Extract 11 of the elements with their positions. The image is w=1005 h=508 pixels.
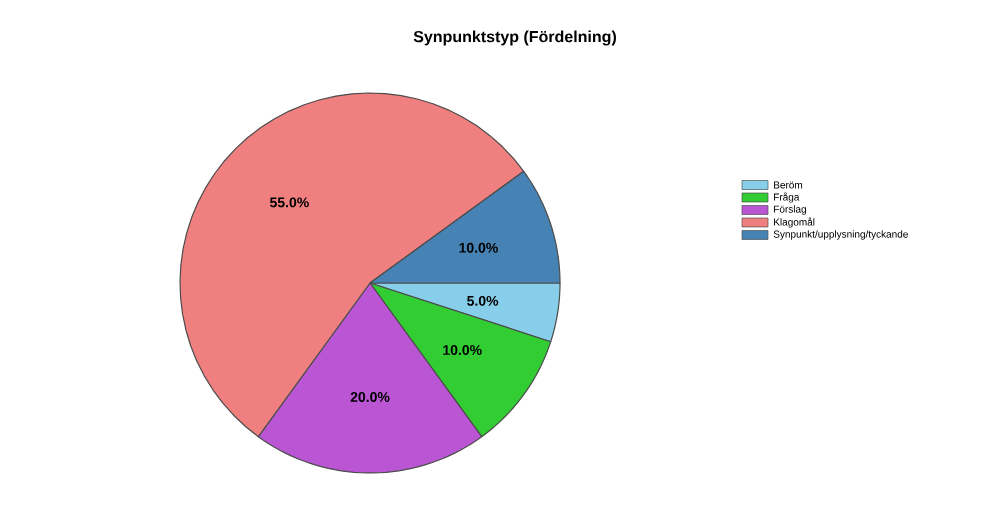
legend-label: Förslag (774, 205, 806, 215)
legend-label: Synpunkt/upplysning/tyckande (773, 230, 908, 240)
data-label: 10.0% (443, 345, 482, 355)
data-label: 55.0% (269, 197, 309, 208)
legend-label: Beröm (774, 181, 803, 189)
data-label: 5.0% (467, 295, 499, 306)
data-label: 10.0% (459, 242, 498, 253)
chart-title: Synpunktstyp (Fördelning) (413, 30, 616, 46)
data-label: 20.0% (350, 392, 390, 402)
legend-label: Fråga (774, 192, 800, 203)
legend-label: Klagomål (774, 217, 815, 228)
